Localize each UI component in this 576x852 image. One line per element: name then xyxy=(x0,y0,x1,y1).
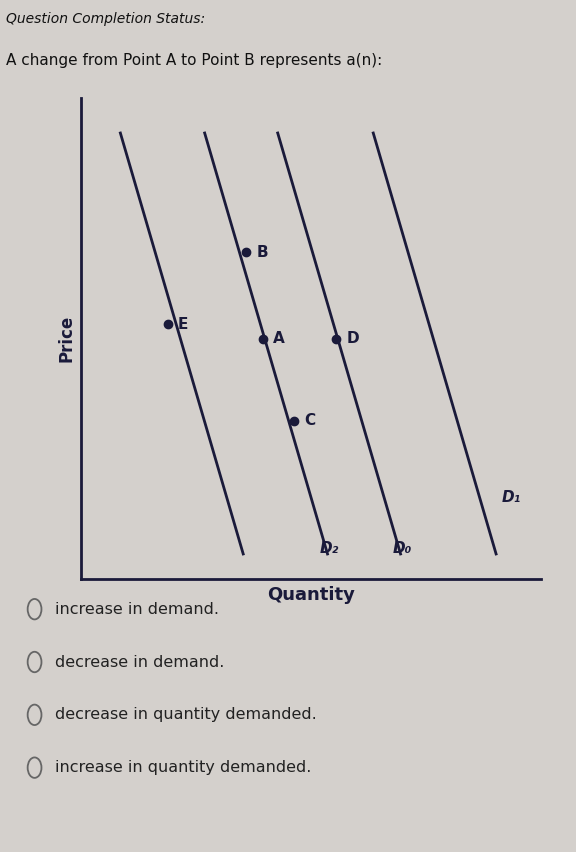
Text: D: D xyxy=(346,331,359,346)
Text: decrease in demand.: decrease in demand. xyxy=(55,654,224,670)
Text: C: C xyxy=(304,413,316,428)
Text: D₀: D₀ xyxy=(392,540,412,556)
Text: A: A xyxy=(274,331,285,346)
Text: E: E xyxy=(178,317,188,331)
Text: increase in demand.: increase in demand. xyxy=(55,602,219,617)
Text: A change from Point A to Point B represents a(n):: A change from Point A to Point B represe… xyxy=(6,53,382,68)
Text: D₂: D₂ xyxy=(320,540,339,556)
Y-axis label: Price: Price xyxy=(57,315,75,362)
X-axis label: Quantity: Quantity xyxy=(267,586,355,604)
Text: Question Completion Status:: Question Completion Status: xyxy=(6,12,205,26)
Text: D₁: D₁ xyxy=(502,490,521,505)
Text: increase in quantity demanded.: increase in quantity demanded. xyxy=(55,760,311,775)
Text: B: B xyxy=(256,245,268,260)
Text: decrease in quantity demanded.: decrease in quantity demanded. xyxy=(55,707,316,722)
